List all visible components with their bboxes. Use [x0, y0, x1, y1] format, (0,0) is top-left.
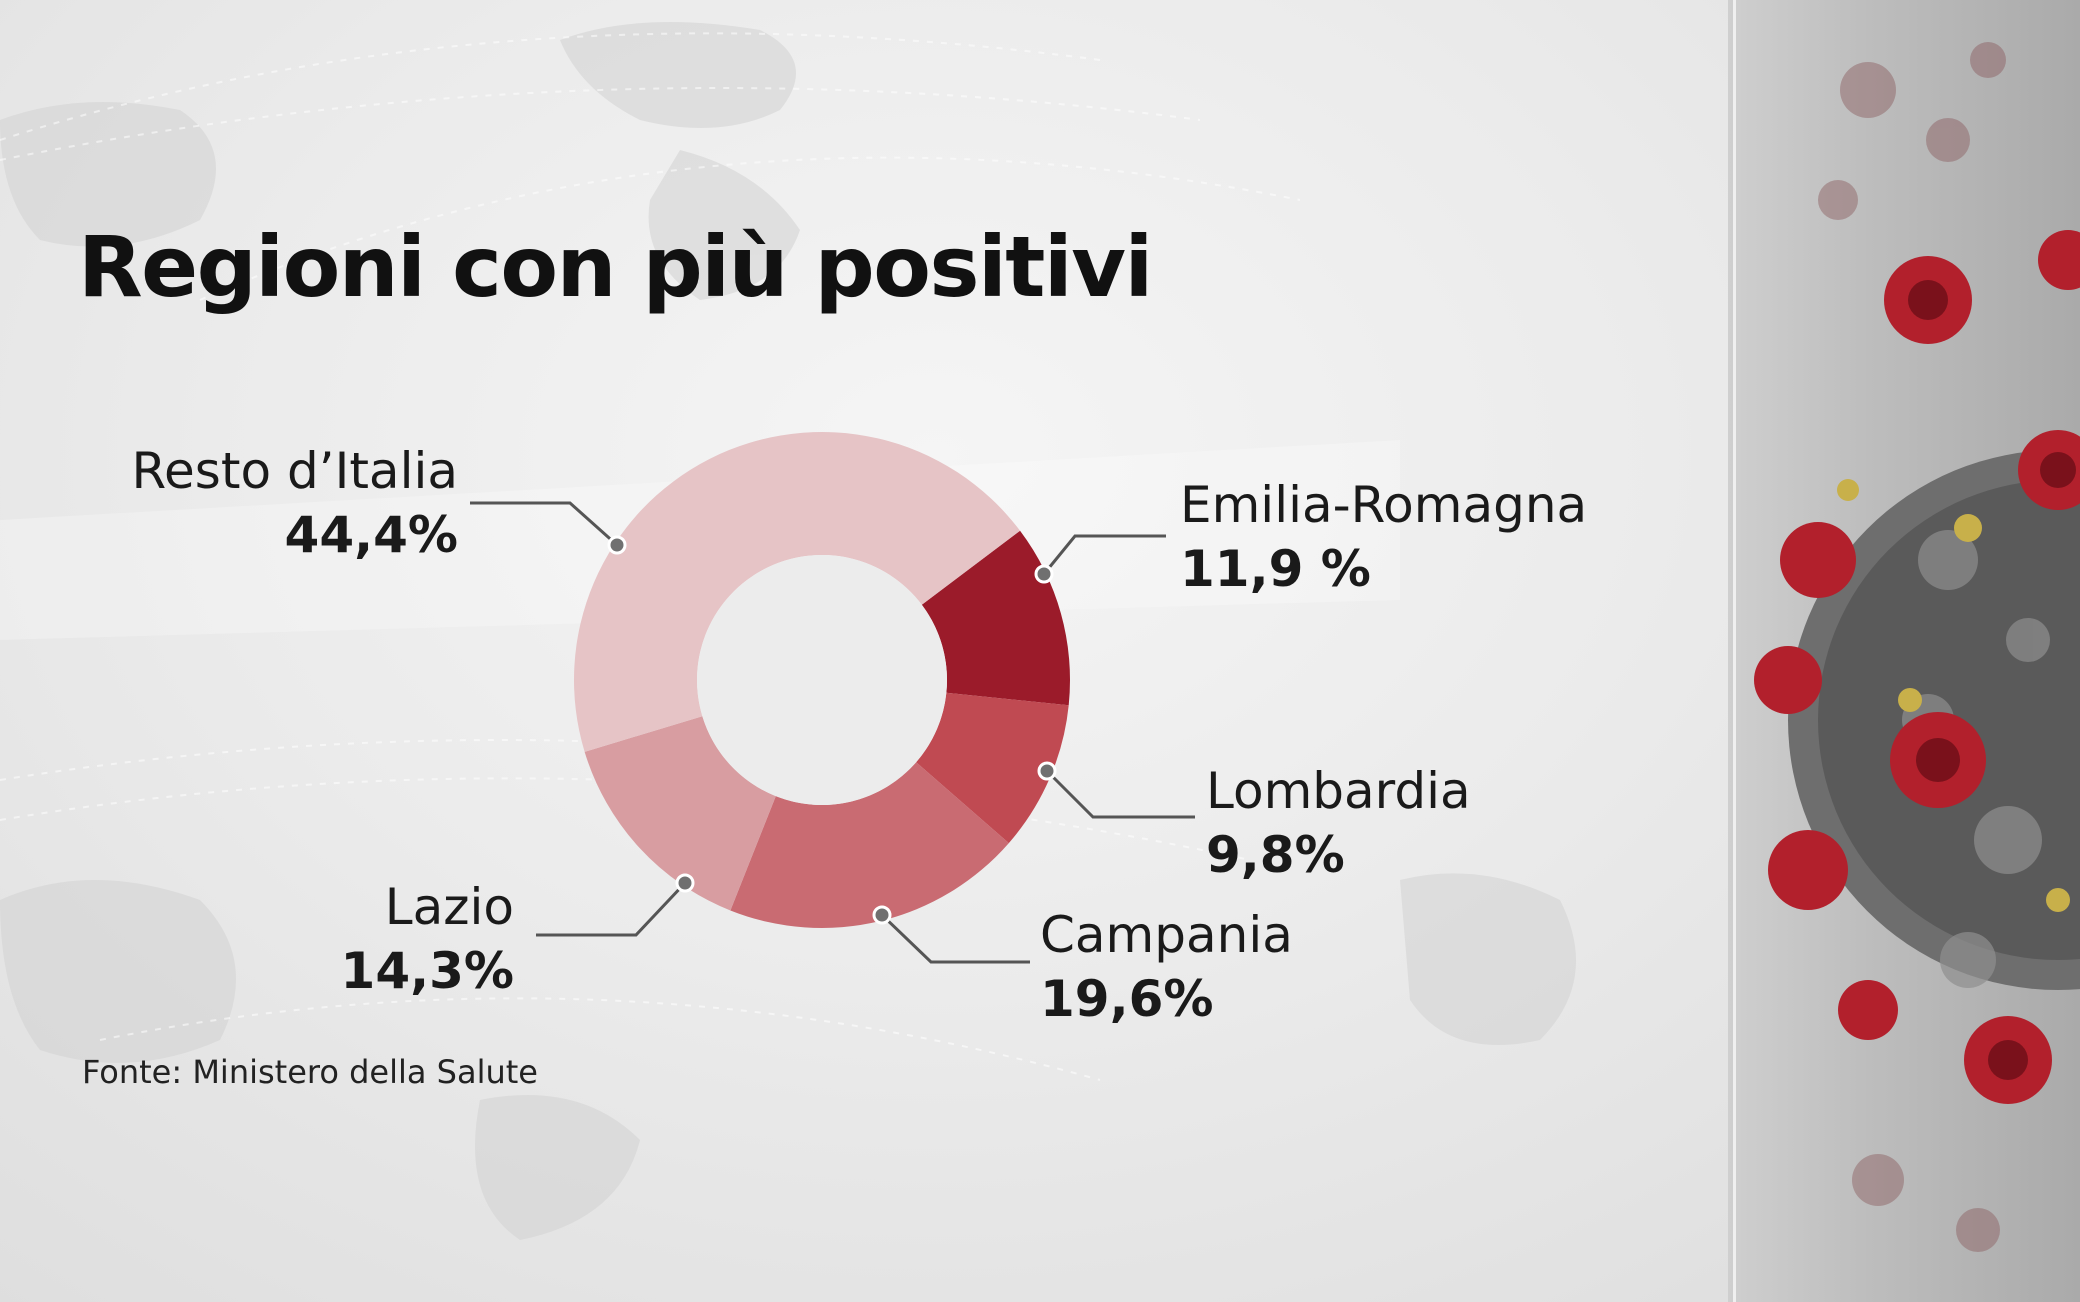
- slice-value: 44,4%: [284, 506, 458, 564]
- leader-line-lazio: [536, 881, 687, 937]
- slice-name: Campania: [1040, 906, 1293, 964]
- slice-campania: [730, 762, 1009, 928]
- slice-value: 14,3%: [340, 942, 514, 1000]
- virus-illustration: [1754, 42, 2080, 1252]
- leader-line-lombardia: [1045, 769, 1195, 819]
- slice-lazio: [584, 716, 776, 911]
- leader-dot-emilia-romagna: [1034, 564, 1054, 584]
- panel-divider: [1733, 0, 1736, 1302]
- label-emilia-romagna: Emilia-Romagna 11,9 %: [1180, 480, 1587, 594]
- leader-dot-lombardia: [1037, 761, 1057, 781]
- source-note: Fonte: Ministero della Salute: [82, 1053, 538, 1091]
- leader-line-resto-italia: [470, 501, 618, 547]
- leader-dot-campania: [872, 905, 892, 925]
- coronavirus-image-panel: [1728, 0, 2080, 1302]
- slice-value: 9,8%: [1206, 826, 1345, 884]
- label-resto-italia: Resto d’Italia 44,4%: [132, 446, 458, 560]
- leader-dot-lazio: [675, 873, 695, 893]
- slice-value: 11,9 %: [1180, 540, 1371, 598]
- slice-name: Resto d’Italia: [131, 442, 458, 500]
- leader-line-emilia-romagna: [1042, 534, 1166, 575]
- slice-value: 19,6%: [1040, 970, 1214, 1028]
- slice-name: Emilia-Romagna: [1180, 476, 1588, 534]
- slice-name: Lombardia: [1206, 762, 1471, 820]
- label-campania: Campania 19,6%: [1040, 910, 1293, 1024]
- leader-dot-resto-italia: [607, 535, 627, 555]
- slice-lombardia: [916, 692, 1069, 844]
- slice-name: Lazio: [384, 878, 514, 936]
- slice-emilia-romagna: [921, 530, 1070, 706]
- label-lombardia: Lombardia 9,8%: [1206, 766, 1471, 880]
- donut-hole: [697, 555, 947, 805]
- leader-line-campania: [880, 913, 1030, 964]
- chart-title: Regioni con più positivi: [78, 218, 1153, 316]
- slice-resto-d-italia: [574, 432, 1021, 752]
- label-lazio: Lazio 14,3%: [341, 882, 514, 996]
